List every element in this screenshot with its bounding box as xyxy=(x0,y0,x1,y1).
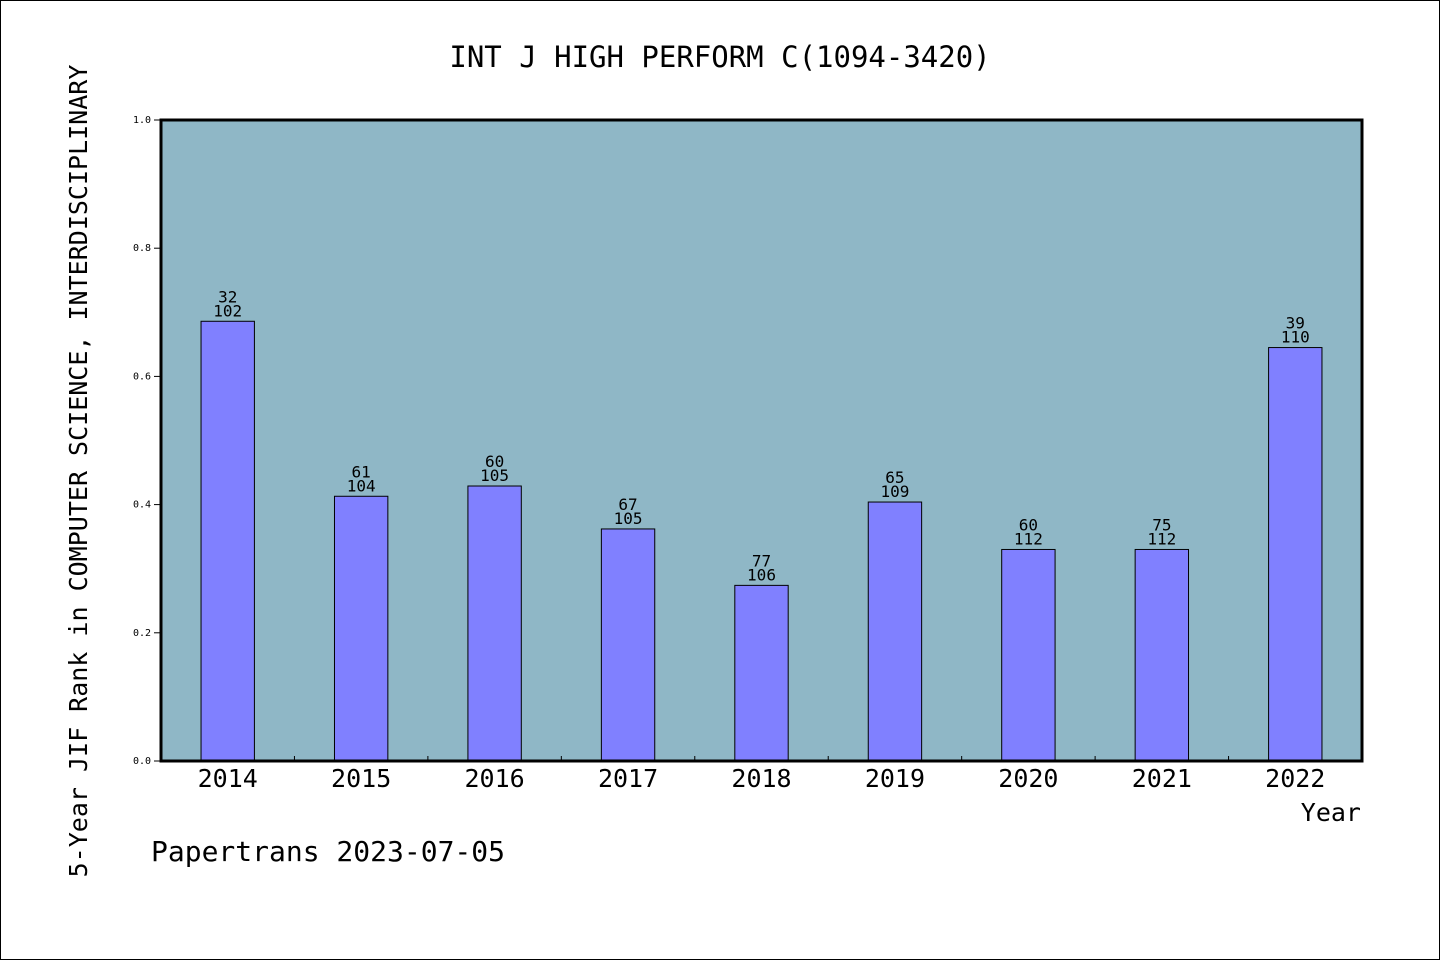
rank-label: 39 xyxy=(1286,314,1305,333)
total-label: 110 xyxy=(1281,328,1310,347)
total-label: 112 xyxy=(1014,529,1043,548)
y-tick-label: 0.2 xyxy=(133,628,151,639)
rank-label: 65 xyxy=(885,468,904,487)
bar-series xyxy=(200,320,1323,762)
bar-2016 xyxy=(467,485,522,762)
x-axis: 2014 2015 2016 2017 2018 2019 2020 2021 2022 xyxy=(198,756,1325,793)
y-tick-label: 0.8 xyxy=(133,243,151,254)
bar-2015 xyxy=(333,495,389,762)
y-tick-label: 0.0 xyxy=(133,756,151,767)
plot-border xyxy=(159,118,1364,763)
rank-label: 61 xyxy=(352,462,371,481)
x-tick-label: 2016 xyxy=(465,764,525,793)
bar-2017 xyxy=(600,528,656,762)
y-tick-label: 0.6 xyxy=(133,371,151,382)
bar-2019 xyxy=(867,501,923,762)
bar-2021 xyxy=(1134,548,1190,762)
total-label: 105 xyxy=(614,509,643,528)
rank-label: 75 xyxy=(1152,515,1171,534)
total-label: 104 xyxy=(347,476,376,495)
bar-2020 xyxy=(1001,548,1056,762)
total-label: 105 xyxy=(480,466,509,485)
rank-label: 60 xyxy=(1019,515,1038,534)
chart-title: INT J HIGH PERFORM C(1094-3420) xyxy=(449,40,990,74)
x-tick-label: 2018 xyxy=(731,764,791,793)
rank-label: 32 xyxy=(218,287,237,306)
x-tick-label: 2019 xyxy=(865,764,925,793)
total-label: 102 xyxy=(213,301,242,320)
data-labels: 3210261104601056710577106651096011275112… xyxy=(213,287,1309,584)
y-tick-label: 0.4 xyxy=(133,500,151,511)
rank-label: 60 xyxy=(485,452,504,471)
y-axis: 0.0 0.2 0.4 0.6 0.8 1.0 xyxy=(133,115,161,767)
rank-label: 77 xyxy=(752,551,771,570)
total-label: 106 xyxy=(747,565,776,584)
total-label: 112 xyxy=(1147,529,1176,548)
y-axis-label: 5-Year JIF Rank in COMPUTER SCIENCE, INT… xyxy=(64,65,93,878)
x-tick-label: 2021 xyxy=(1132,764,1192,793)
x-tick-label: 2022 xyxy=(1265,764,1325,793)
total-label: 109 xyxy=(880,482,909,501)
x-tick-label: 2020 xyxy=(998,764,1058,793)
y-tick-label: 1.0 xyxy=(133,115,151,126)
bar-2022 xyxy=(1268,347,1323,762)
bar-2018 xyxy=(734,584,789,762)
x-axis-label: Year xyxy=(1301,798,1361,827)
x-tick-label: 2015 xyxy=(331,764,391,793)
footer-credit: Papertrans 2023-07-05 xyxy=(151,835,506,868)
rank-label: 67 xyxy=(618,495,637,514)
bar-2014 xyxy=(200,320,255,762)
x-tick-label: 2017 xyxy=(598,764,658,793)
x-tick-label: 2014 xyxy=(198,764,258,793)
